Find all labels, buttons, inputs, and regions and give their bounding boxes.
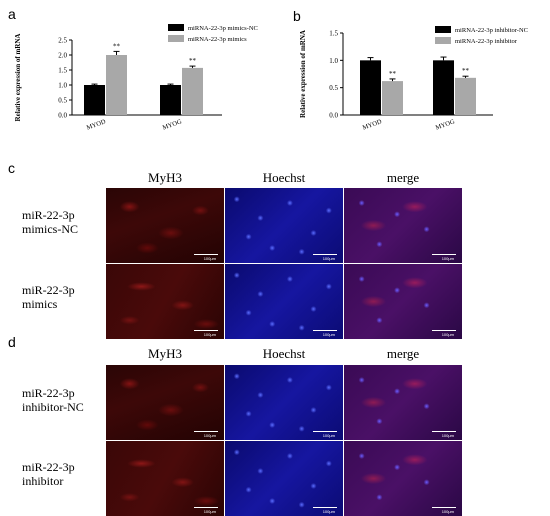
panel-letter-a: a: [8, 6, 16, 22]
y-tick-label: 0.5: [58, 97, 67, 105]
micrograph-d-myh3-inhibitor: 100μm: [106, 441, 224, 516]
bar: [106, 55, 127, 115]
bar-chart-a: 0.0 0.5 1.0 1.5 2.0 2.5 Relative expression of…: [14, 24, 258, 132]
bar-chart-b: 0.0 0.5 1.0 1.5 Relative expression of mRNA *…: [299, 26, 528, 132]
panel-c-row1-label: miR-22-3p mimics-NC: [22, 208, 78, 236]
panel-letter-d: d: [8, 334, 16, 350]
col-head-myh3: MyH3: [148, 346, 182, 361]
micrograph-c-myh3-mimics: 100μm: [106, 264, 224, 339]
bar: [84, 85, 105, 115]
category-label: MYOD: [86, 118, 107, 131]
row-label-line2: mimics-NC: [22, 222, 78, 236]
bar: [160, 85, 181, 115]
bar: [455, 77, 476, 115]
micrograph-d-merge-inhibitor: 100μm: [344, 441, 462, 516]
y-axis-label: Relative expression of mRNA: [299, 30, 307, 118]
category-label: MYOG: [435, 118, 456, 131]
micrograph-c-merge-nc: 100μm: [344, 188, 462, 263]
bar: [433, 60, 454, 115]
row-label-line2: mimics: [22, 297, 58, 311]
category-label: MYOG: [162, 118, 183, 131]
micrograph-c-merge-mimics: 100μm: [344, 264, 462, 339]
y-tick-label: 0.5: [329, 84, 338, 92]
legend-label: miRNA-22-3p mimics-NC: [188, 25, 258, 32]
col-head-hoechst: Hoechst: [262, 170, 306, 185]
micrograph-d-myh3-nc: 100μm: [106, 365, 224, 440]
significance-mark: **: [113, 42, 121, 50]
category-label: MYOD: [362, 118, 383, 131]
y-tick-label: 0.0: [329, 112, 338, 120]
micrograph-c-hoechst-nc: 100μm: [225, 188, 343, 263]
row-label-line1: miR-22-3p: [22, 208, 75, 222]
significance-mark: **: [189, 57, 197, 65]
legend-swatch: [435, 37, 451, 44]
row-label-line1: miR-22-3p: [22, 283, 75, 297]
panel-letter-c: c: [8, 160, 15, 176]
micrograph-c-myh3-nc: 100μm: [106, 188, 224, 263]
col-head-hoechst: Hoechst: [262, 346, 306, 361]
y-tick-label: 1.0: [329, 57, 338, 65]
col-head-merge: merge: [386, 170, 420, 185]
row-label-line2: inhibitor-NC: [22, 400, 84, 414]
micrograph-d-hoechst-nc: 100μm: [225, 365, 343, 440]
col-head-myh3: MyH3: [148, 170, 182, 185]
row-label-line1: miR-22-3p: [22, 386, 75, 400]
y-tick-label: 1.5: [329, 30, 338, 38]
significance-mark: **: [389, 70, 397, 78]
micrograph-c-hoechst-mimics: 100μm: [225, 264, 343, 339]
bar: [360, 60, 381, 115]
micrograph-d-hoechst-inhibitor: 100μm: [225, 441, 343, 516]
row-label-line2: inhibitor: [22, 474, 64, 488]
significance-mark: **: [462, 67, 470, 75]
legend-label: miRNA-22-3p inhibitor-NC: [455, 27, 528, 34]
legend-swatch: [168, 35, 184, 42]
legend-swatch: [168, 24, 184, 31]
panel-d-row2-label: miR-22-3p inhibitor: [22, 460, 75, 488]
y-tick-label: 2.5: [58, 37, 67, 45]
bar: [382, 81, 403, 115]
legend-label: miRNA-22-3p inhibitor: [455, 38, 518, 45]
panel-letter-b: b: [293, 8, 301, 24]
y-tick-label: 1.0: [58, 82, 67, 90]
panel-d-row1-label: miR-22-3p inhibitor-NC: [22, 386, 84, 414]
col-head-merge: merge: [386, 346, 420, 361]
y-tick-label: 0.0: [58, 112, 67, 120]
legend-swatch: [435, 26, 451, 33]
y-tick-label: 1.5: [58, 67, 67, 75]
y-tick-label: 2.0: [58, 52, 67, 60]
y-axis-label: Relative expression of mRNA: [14, 34, 22, 122]
micrograph-d-merge-nc: 100μm: [344, 365, 462, 440]
legend-label: miRNA-22-3p mimics: [188, 36, 247, 43]
row-label-line1: miR-22-3p: [22, 460, 75, 474]
bar: [182, 67, 203, 115]
panel-c-row2-label: miR-22-3p mimics: [22, 283, 75, 311]
